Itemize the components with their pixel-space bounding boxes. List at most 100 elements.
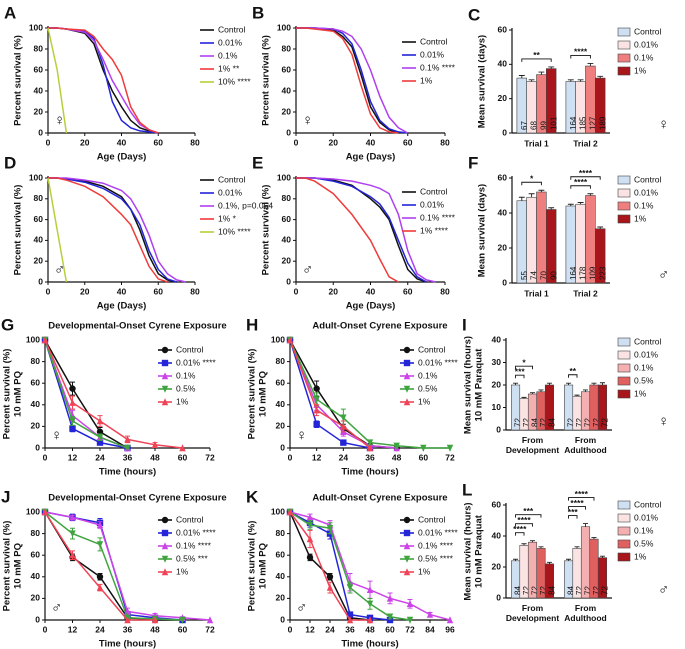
sample-size: 84: [567, 586, 576, 595]
x-tick-label: 12: [312, 452, 322, 462]
sample-size: 67: [520, 121, 529, 130]
error-bar: [521, 396, 527, 399]
y-tick-label: 80: [34, 43, 44, 53]
y-tick-label: 20: [34, 106, 44, 116]
error-bar: [538, 389, 544, 392]
y-tick-label: 20: [498, 93, 508, 103]
error-bar: [565, 558, 572, 561]
data-point: [406, 616, 414, 624]
legend-marker: [161, 516, 169, 524]
sample-size: 223: [598, 266, 607, 280]
legend-label: Control: [634, 336, 662, 346]
sample-size: 72: [531, 586, 540, 595]
panel-label: E: [252, 153, 263, 172]
legend-label: 0.1%: [634, 52, 654, 62]
x-tick-label: Trial 1: [524, 138, 549, 148]
y-tick-label: 40: [492, 530, 502, 540]
y-tick-label: 80: [282, 43, 292, 53]
y-tick-label: 0: [496, 424, 501, 434]
y-tick-label: 100: [26, 334, 40, 344]
data-point: [313, 421, 320, 428]
legend-label: Control: [218, 174, 246, 184]
x-tick-label: 0: [46, 286, 51, 296]
series-line: [296, 177, 399, 283]
sample-size: 84: [514, 586, 523, 595]
panel-label: C: [468, 5, 480, 24]
legend-marker: [403, 398, 411, 406]
legend-swatch: [617, 40, 631, 50]
error-bar: [546, 561, 553, 564]
legend-swatch: [617, 188, 631, 198]
legend-swatch: [617, 376, 631, 386]
y-tick-label: 0: [280, 442, 285, 452]
y-tick-label: 60: [276, 377, 286, 387]
legend-label: 0.1%: [218, 50, 238, 60]
y-tick-label: 0: [35, 614, 40, 624]
legend-label: 1%: [418, 396, 431, 406]
x-tick-label: 72: [205, 452, 215, 462]
x-tick-label: 80: [440, 286, 450, 296]
sample-size: 72: [584, 586, 593, 595]
legend-marker: [403, 359, 411, 367]
x-tick-label: From Adulthood: [564, 603, 606, 623]
legend-label: 0.5% ****: [418, 553, 454, 563]
y-tick-label: 80: [276, 528, 286, 538]
y-tick-label: 20: [492, 561, 502, 571]
sex-symbol: ♀: [658, 116, 669, 133]
error-bar: [548, 207, 555, 210]
legend-label: 0.01%: [634, 39, 659, 49]
sample-size: 74: [530, 271, 539, 280]
series-line: [44, 511, 183, 621]
error-bar: [528, 193, 535, 198]
x-tick-label: From Development: [506, 603, 560, 623]
legend-label: 0.01%: [634, 187, 659, 197]
legend-marker: [161, 398, 169, 406]
data-point: [313, 406, 320, 414]
series-line: [44, 339, 128, 449]
legend-swatch: [617, 513, 631, 523]
significance-bracket: [515, 365, 533, 370]
x-tick-label: 12: [305, 624, 315, 634]
sample-size: 185: [579, 116, 588, 130]
sample-size: 72: [575, 418, 584, 427]
legend-label: 0.01% ****: [176, 527, 216, 537]
y-tick-label: 60: [492, 499, 502, 509]
legend-label: 0.01% ****: [418, 357, 458, 367]
error-bar: [567, 79, 574, 82]
significance-label: ****: [574, 47, 588, 57]
significance-label: *: [522, 357, 526, 367]
y-tick-label: 80: [31, 528, 41, 538]
error-bar: [574, 546, 580, 549]
error-bar: [528, 79, 535, 82]
error-bar: [521, 543, 527, 546]
data-point: [96, 521, 104, 529]
sample-size: 90: [549, 271, 558, 280]
panel-label: I: [462, 315, 467, 334]
legend-label: 0.5% ***: [176, 553, 208, 563]
sample-size: 72: [592, 586, 601, 595]
y-tick-label: 20: [498, 242, 508, 252]
sample-size: 72: [522, 418, 531, 427]
panel-label: D: [4, 153, 16, 172]
panel-label: A: [4, 3, 16, 22]
x-tick-label: 36: [365, 452, 375, 462]
x-tick-label: 48: [392, 452, 402, 462]
significance-label: ****: [570, 498, 584, 508]
sample-size: 164: [569, 116, 578, 130]
legend-label: 0.1%, p=0.054: [218, 200, 273, 210]
x-tick-label: 24: [95, 624, 105, 634]
data-point: [366, 586, 374, 593]
x-tick-label: 36: [123, 624, 133, 634]
x-tick-label: From Development: [506, 435, 560, 455]
y-tick-label: 40: [492, 334, 502, 344]
legend-marker: [161, 529, 169, 537]
legend-label: 1%: [176, 566, 189, 576]
significance-label: ****: [517, 515, 531, 525]
legend-label: 0.01%: [420, 199, 445, 209]
y-tick-label: 60: [34, 214, 44, 224]
y-axis-title: Percent survival (%): [247, 521, 258, 612]
legend-marker: [403, 568, 411, 576]
sex-symbol: ♂: [658, 266, 669, 283]
sample-size: 164: [569, 266, 578, 280]
series-line: [296, 27, 409, 134]
